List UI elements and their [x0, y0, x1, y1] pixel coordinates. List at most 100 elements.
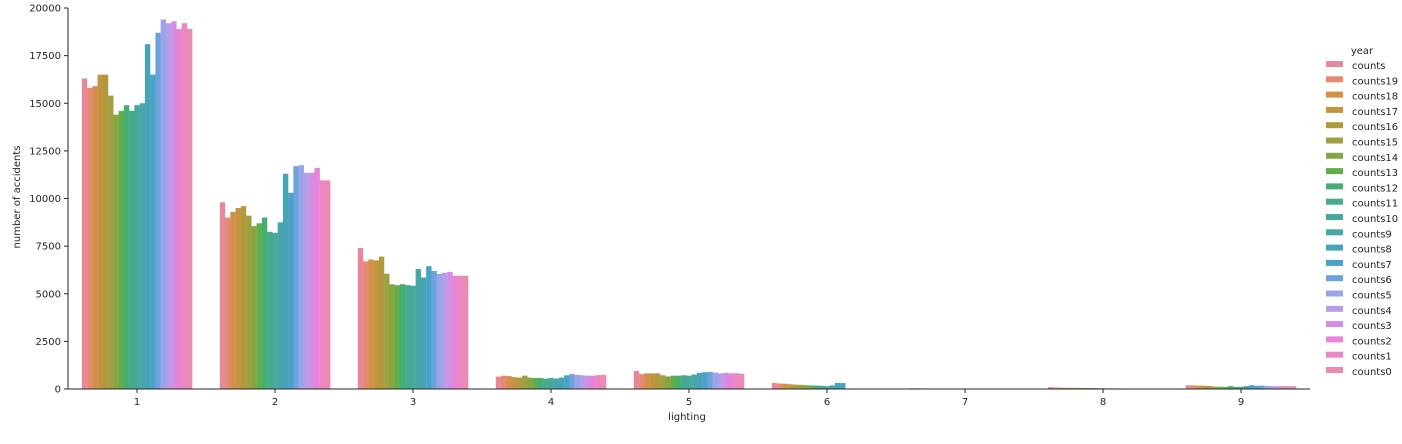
bar-counts13-3 [394, 285, 401, 389]
bar-counts11-1 [129, 110, 135, 390]
bar-counts2-5 [728, 373, 734, 389]
legend-swatch-counts11 [1326, 198, 1343, 205]
bar-counts17-2 [235, 208, 241, 389]
legend-swatch-counts13 [1326, 168, 1343, 175]
legend-label-counts18: counts18 [1352, 92, 1398, 103]
bar-counts13-2 [256, 223, 263, 389]
bar-counts1-9 [1285, 386, 1292, 389]
bar-counts1-2 [319, 180, 326, 389]
bar-counts16-9 [1206, 385, 1213, 389]
bar-counts-2 [219, 202, 226, 389]
bar-counts12-5 [675, 375, 682, 389]
bar-counts19-6 [777, 383, 783, 389]
bar-counts17-5 [649, 373, 655, 389]
bar-counts1-3 [457, 275, 464, 389]
legend-label-counts2: counts2 [1352, 336, 1392, 347]
legend-label-counts14: counts14 [1352, 153, 1398, 164]
y-tick-label: 15000 [29, 99, 61, 110]
bar-counts17-4 [511, 377, 517, 389]
bar-counts-9 [1185, 385, 1192, 389]
y-tick-label: 10000 [29, 194, 61, 205]
y-tick-label: 5000 [36, 289, 61, 300]
bar-counts19-1 [87, 88, 93, 389]
bar-counts11-4 [543, 378, 549, 389]
bar-counts12-4 [537, 377, 544, 389]
bar-counts11-9 [1233, 386, 1239, 389]
bar-counts16-3 [378, 256, 385, 389]
bar-counts3-9 [1275, 386, 1281, 389]
bar-counts3-2 [309, 172, 315, 389]
bar-counts7-4 [564, 375, 570, 389]
bar-counts15-6 [798, 384, 804, 389]
y-tick-label: 20000 [29, 4, 61, 15]
bar-counts18-9 [1196, 385, 1202, 389]
bar-counts2-1 [176, 28, 182, 390]
bar-counts14-4 [527, 377, 533, 389]
bar-counts16-4 [516, 377, 523, 389]
axes: 0 2500 5000 7500 10000 12500 15000 17500 20000 1 2… [29, 4, 1310, 408]
legend-label-counts8: counts8 [1352, 245, 1392, 256]
legend-label-counts13: counts13 [1352, 168, 1398, 179]
bar-counts13-4 [532, 377, 539, 389]
bar-counts9-5 [691, 374, 698, 389]
bar-counts15-9 [1212, 386, 1218, 389]
bar-counts2-3 [452, 275, 458, 389]
bar-counts17-6 [787, 384, 793, 389]
bar-counts15-2 [246, 215, 252, 389]
bar-counts19-2 [225, 217, 231, 389]
bar-counts8-2 [282, 173, 289, 389]
legend-swatch-counts0 [1326, 367, 1343, 373]
bar-counts18-1 [92, 86, 98, 389]
y-tick-label: 7500 [36, 242, 61, 253]
bar-counts-6 [771, 382, 778, 389]
legend-title: year [1351, 46, 1374, 57]
bar-counts7-3 [426, 266, 432, 389]
legend-swatch-counts14 [1326, 152, 1343, 159]
bar-counts6-1 [155, 32, 161, 389]
legend-label-counts0: counts0 [1352, 367, 1392, 378]
bar-counts19-8 [1053, 387, 1059, 389]
bar-counts18-8 [1058, 387, 1064, 389]
x-tick-label: 2 [272, 397, 278, 408]
bar-counts17-9 [1201, 385, 1207, 389]
legend-swatch-counts17 [1326, 106, 1343, 113]
legend-label-counts10: counts10 [1352, 214, 1398, 225]
legend-swatch-counts8 [1326, 244, 1343, 251]
legend-swatch-counts15 [1326, 137, 1343, 144]
bar-counts6-9 [1259, 385, 1265, 389]
bar-counts1-5 [733, 373, 740, 389]
bar-counts5-1 [160, 19, 167, 390]
bar-counts0-5 [738, 373, 745, 389]
bar-counts3-4 [585, 375, 591, 389]
legend-swatch-counts9 [1326, 229, 1343, 236]
bar-counts6-4 [569, 374, 575, 389]
legend-label-counts17: counts17 [1352, 107, 1398, 118]
plot-area [81, 19, 1297, 390]
x-tick-label: 5 [686, 397, 692, 408]
y-tick-label: 17500 [29, 51, 61, 62]
legend-swatch-counts19 [1326, 76, 1343, 83]
bar-counts13-5 [670, 375, 677, 389]
bar-counts11-5 [681, 375, 687, 389]
bar-counts9-3 [415, 268, 422, 389]
bar-counts7-2 [288, 192, 294, 389]
bar-counts13-6 [808, 385, 815, 389]
bar-counts17-8 [1063, 387, 1069, 389]
bar-counts6-3 [431, 270, 437, 389]
bar-counts7-1 [150, 74, 156, 390]
bar-counts8-6 [834, 382, 841, 389]
bar-counts18-3 [368, 259, 374, 389]
bar-counts4-3 [441, 272, 448, 389]
bar-counts7-5 [702, 372, 708, 389]
bar-counts4-2 [303, 172, 310, 389]
bar-counts18-6 [782, 383, 788, 389]
legend-swatch-counts3 [1326, 321, 1343, 328]
bar-counts4-4 [579, 375, 586, 389]
bar-counts15-5 [660, 375, 666, 389]
bar-counts10-1 [134, 105, 140, 389]
bar-counts13-9 [1222, 386, 1229, 389]
bar-counts5-3 [436, 273, 443, 389]
bar-counts0-9 [1290, 386, 1297, 389]
bar-counts7-9 [1254, 385, 1260, 389]
bar-counts14-5 [665, 376, 671, 389]
